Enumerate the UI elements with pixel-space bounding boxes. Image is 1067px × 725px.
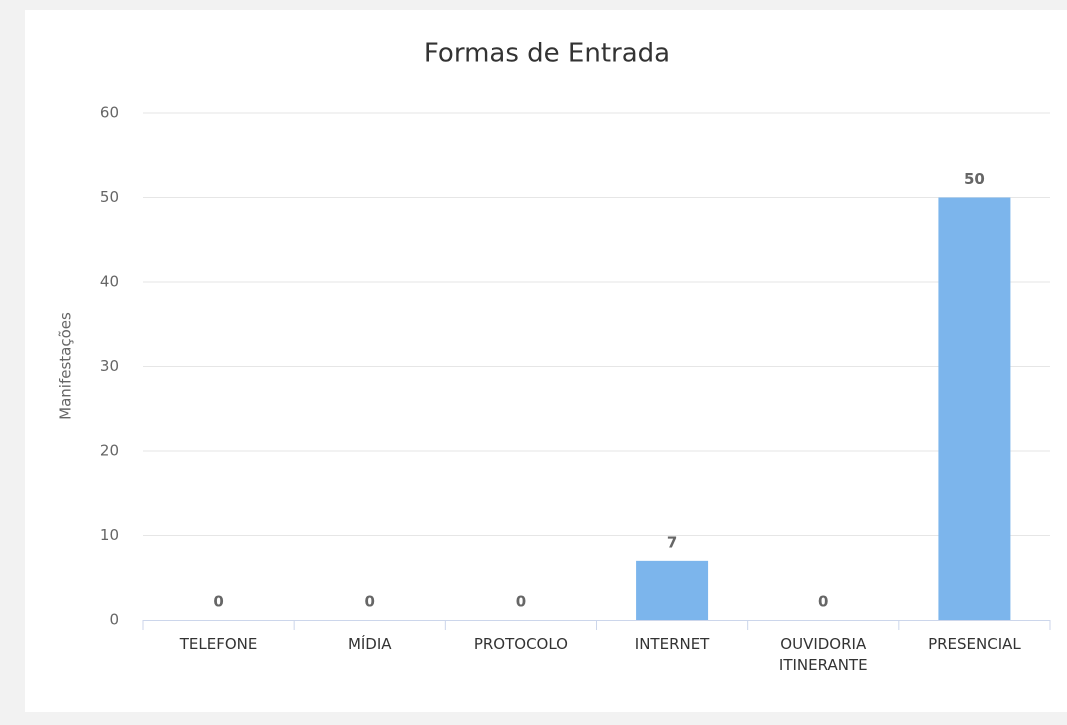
x-tick-label: INTERNET xyxy=(634,635,710,653)
data-label: 50 xyxy=(964,170,985,188)
x-tick-label: TELEFONE xyxy=(179,635,258,653)
x-tick-label: OUVIDORIA ITINERANTE xyxy=(778,635,868,674)
bar xyxy=(938,197,1011,620)
y-tick-label: 30 xyxy=(100,357,119,375)
data-label: 7 xyxy=(667,533,677,551)
y-tick-label: 0 xyxy=(109,611,119,629)
y-tick-label: 20 xyxy=(100,442,119,460)
data-label: 0 xyxy=(818,593,828,611)
y-tick-label: 10 xyxy=(100,526,119,544)
x-tick-label: PRESENCIAL xyxy=(928,635,1021,653)
chart-title: Formas de Entrada xyxy=(424,39,670,69)
data-label: 0 xyxy=(365,593,375,611)
y-tick-label: 50 xyxy=(100,188,119,206)
y-tick-label: 60 xyxy=(100,104,119,122)
y-tick-label: 40 xyxy=(100,273,119,291)
data-label: 0 xyxy=(516,593,526,611)
x-tick-label: PROTOCOLO xyxy=(473,635,568,653)
y-axis-label: Manifestações xyxy=(57,312,75,420)
chart-panel xyxy=(25,10,1067,712)
x-tick-label: MÍDIA xyxy=(347,635,392,653)
data-label: 0 xyxy=(213,593,223,611)
bar xyxy=(636,560,709,620)
